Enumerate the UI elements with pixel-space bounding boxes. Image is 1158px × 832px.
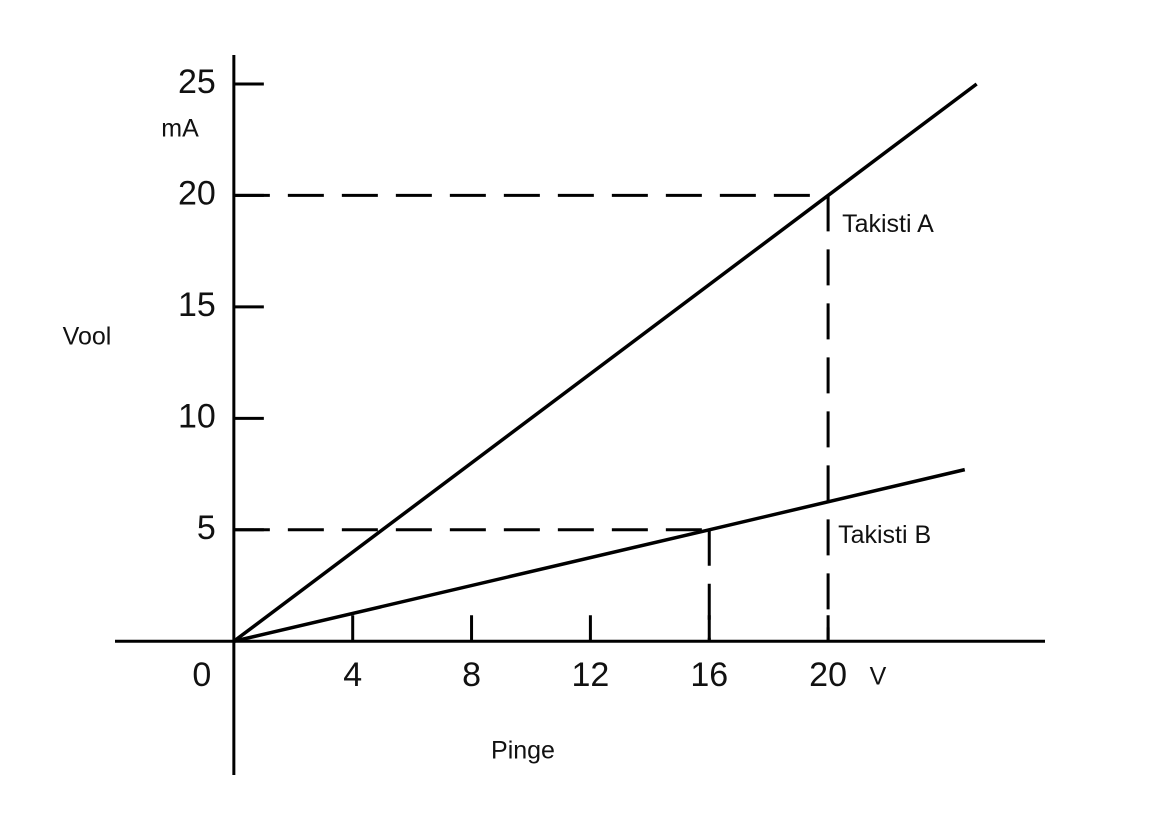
series-label: Takisti B [838,521,931,549]
y-tick-label: 10 [178,397,216,435]
y-axis-label: Vool [63,323,112,351]
x-unit: V [870,663,887,691]
x-tick-label: 4 [343,656,362,694]
series-label: Takisti A [842,210,934,238]
y-unit: mA [161,115,199,143]
x-tick-label: 8 [462,656,481,694]
x-axis-label: Pinge [491,737,555,765]
x-tick-label: 20 [809,656,847,694]
y-tick-label: 5 [197,509,216,547]
x-tick-label: 16 [690,656,728,694]
y-tick-label: 20 [178,174,216,212]
x-tick-label: 0 [192,656,211,694]
series-line [232,82,978,643]
x-tick-label: 12 [571,656,609,694]
y-tick-label: 15 [178,286,216,324]
series-line [233,467,966,643]
y-tick-label: 25 [178,63,216,101]
